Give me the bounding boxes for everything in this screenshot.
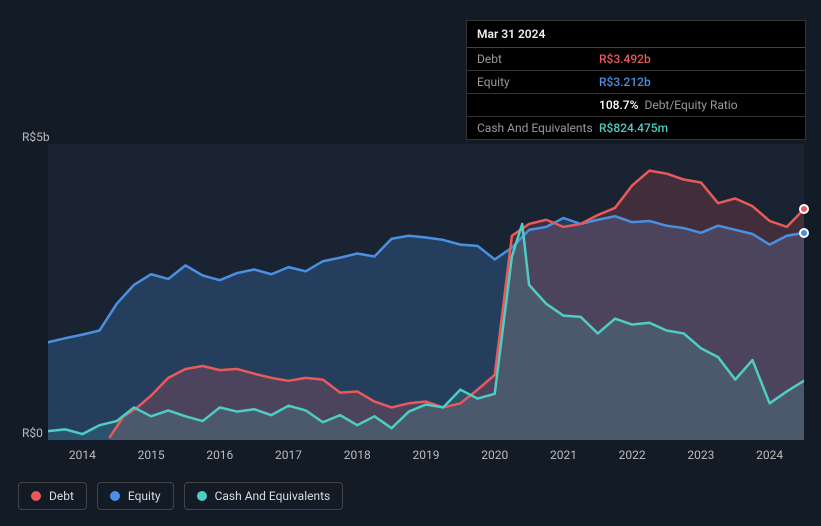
legend-item-equity[interactable]: Equity <box>97 482 174 510</box>
legend-label: Cash And Equivalents <box>215 489 331 503</box>
legend: Debt Equity Cash And Equivalents <box>18 482 343 510</box>
y-tick-label: R$5b <box>22 130 50 144</box>
x-tick-label: 2018 <box>344 448 371 462</box>
tooltip-row: Cash And EquivalentsR$824.475m <box>467 117 805 139</box>
x-tick-label: 2015 <box>138 448 165 462</box>
x-tick-label: 2024 <box>756 448 783 462</box>
tooltip-row-value: R$824.475m <box>599 121 668 135</box>
legend-swatch <box>110 491 120 501</box>
tooltip-row: DebtR$3.492b <box>467 48 805 71</box>
legend-item-debt[interactable]: Debt <box>18 482 87 510</box>
tooltip-date: Mar 31 2024 <box>467 21 805 48</box>
tooltip-row: EquityR$3.212b <box>467 71 805 94</box>
tooltip-row-label: Cash And Equivalents <box>477 121 599 135</box>
tooltip-row-value: 108.7% <box>599 98 638 112</box>
end-marker-equity <box>799 228 809 238</box>
x-tick-label: 2014 <box>69 448 96 462</box>
tooltip-row: 108.7% Debt/Equity Ratio <box>467 94 805 117</box>
end-marker-debt <box>799 204 809 214</box>
legend-label: Equity <box>128 489 161 503</box>
tooltip-row-value: R$3.212b <box>599 75 651 89</box>
tooltip-row-label: Equity <box>477 75 599 89</box>
legend-item-cash-and-equivalents[interactable]: Cash And Equivalents <box>184 482 344 510</box>
x-tick-label: 2023 <box>687 448 714 462</box>
debt-equity-chart: R$5b R$0 2014 2015 2016 2017 2018 2019 2020 2021… <box>0 0 821 526</box>
x-tick-label: 2020 <box>481 448 508 462</box>
tooltip-row-value: R$3.492b <box>599 52 651 66</box>
tooltip-row-label: Debt <box>477 52 599 66</box>
x-tick-label: 2017 <box>275 448 302 462</box>
chart-tooltip: Mar 31 2024 DebtR$3.492bEquityR$3.212b10… <box>466 20 806 140</box>
x-tick-label: 2016 <box>206 448 233 462</box>
legend-swatch <box>31 491 41 501</box>
tooltip-row-label <box>477 98 599 112</box>
x-tick-label: 2021 <box>550 448 577 462</box>
legend-swatch <box>197 491 207 501</box>
tooltip-row-suffix: Debt/Equity Ratio <box>644 98 737 112</box>
y-tick-label: R$0 <box>22 426 43 440</box>
legend-label: Debt <box>49 489 74 503</box>
x-tick-label: 2022 <box>619 448 646 462</box>
x-tick-label: 2019 <box>413 448 440 462</box>
